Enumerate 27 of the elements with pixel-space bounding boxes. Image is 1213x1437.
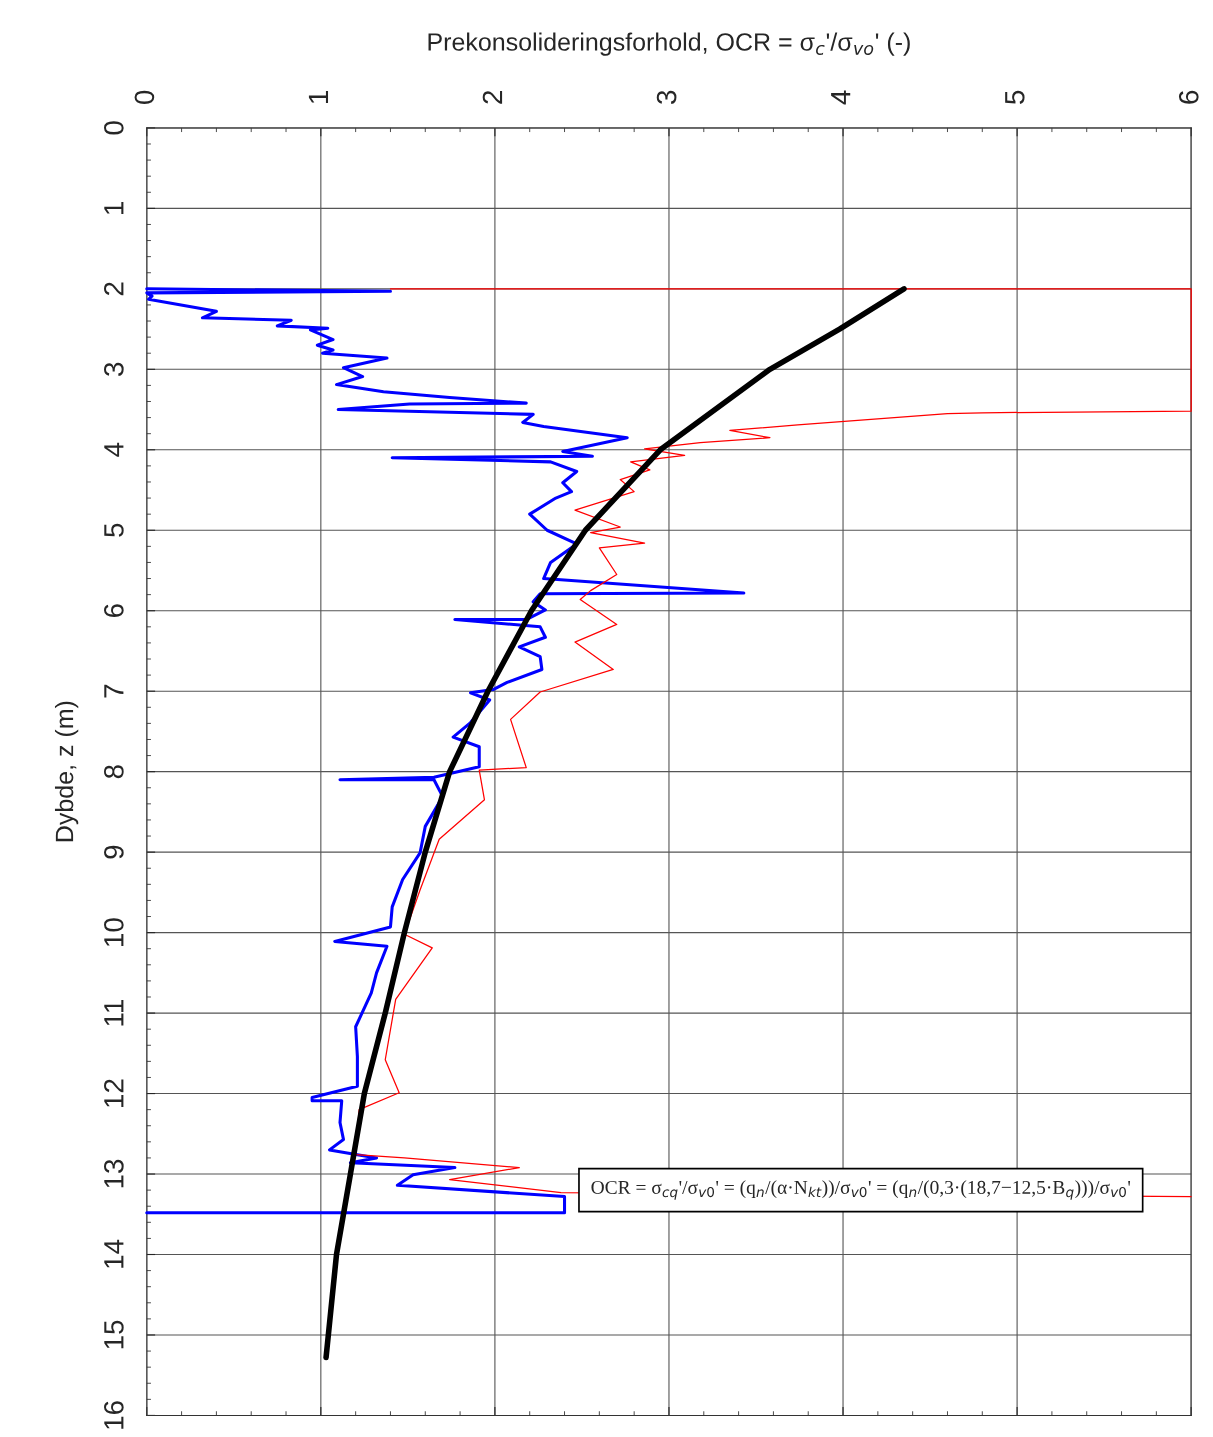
x-tick-label: 6 <box>1178 90 1199 104</box>
x-tick-label: 4 <box>831 90 851 105</box>
x-tick-label: 1 <box>308 90 329 103</box>
y-tick-label: 7 <box>104 684 124 698</box>
y-tick-label: 2 <box>104 282 124 296</box>
y-tick-label: 6 <box>104 604 124 618</box>
y-tick-label: 16 <box>104 1401 124 1429</box>
y-tick-label: 5 <box>104 523 124 537</box>
text: OCR = σ$_{cq}$'/σ$_{v0}$' = (q$_{n}$/(α·N$_{kt}$))/σ$_{v0}$' = (q$_{n}$/(0,3·(18,7−12,5·B$_{q}$)))/σ$_{v0}$' <box>591 1180 1131 1200</box>
y-tick-label: 3 <box>104 362 124 376</box>
y-tick-label: 11 <box>104 1000 124 1026</box>
x-tick-label: 3 <box>656 90 677 104</box>
y-tick-label: 14 <box>104 1239 124 1268</box>
x-tick-label: 0 <box>134 90 155 104</box>
y-tick-label: 8 <box>104 765 124 779</box>
y-tick-label: 4 <box>104 442 124 457</box>
y-tick-label: 10 <box>104 918 124 946</box>
x-tick-label: 2 <box>482 91 503 104</box>
y-tick-label: 15 <box>104 1320 124 1349</box>
y-tick-label: 13 <box>104 1159 124 1188</box>
y-tick-label: 1 <box>104 202 124 214</box>
y-tick-label: 9 <box>104 845 124 859</box>
y-tick-label: 12 <box>104 1079 124 1107</box>
x-axis-title: Prekonsolideringsforhold, OCR = σ$_{c}$'/σ$_{vo}$' (-) <box>428 32 910 56</box>
x-tick-label: 5 <box>1005 90 1025 104</box>
y-tick-label: 0 <box>104 121 124 135</box>
y-axis-title: Dybde, z (m) <box>54 701 79 842</box>
